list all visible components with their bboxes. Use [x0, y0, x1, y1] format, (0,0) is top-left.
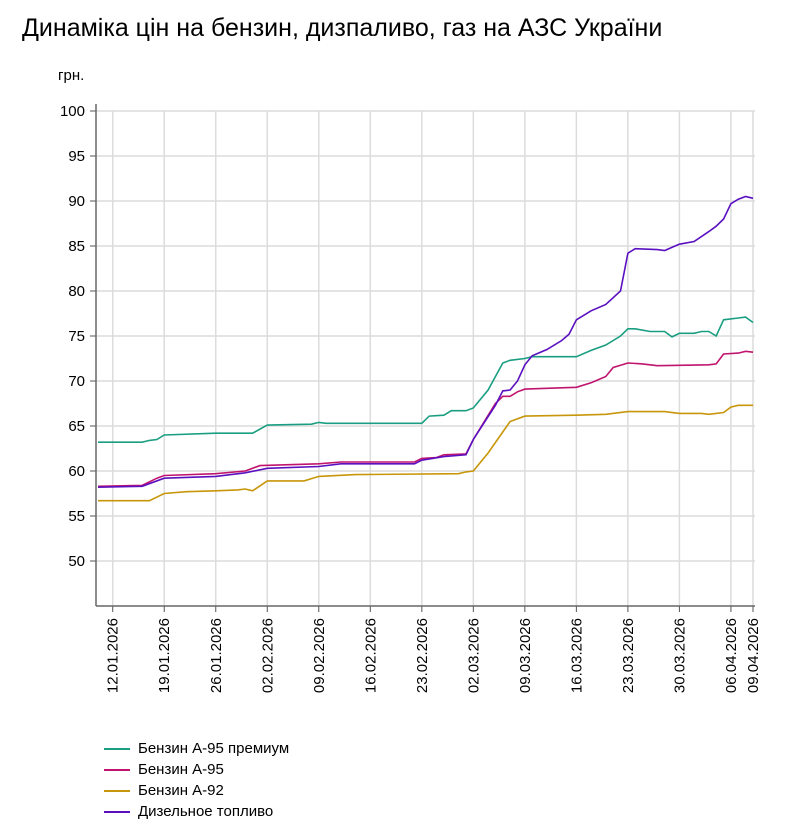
y-tick-label: 85: [68, 238, 85, 255]
legend-swatch: [104, 768, 130, 771]
y-tick-label: 55: [68, 508, 85, 525]
y-tick-label: 80: [68, 283, 85, 300]
legend-item[interactable]: Бензин А-95 премиум: [104, 738, 289, 759]
y-tick-label: 90: [68, 193, 85, 210]
x-tick-label: 23.02.2026: [414, 618, 431, 693]
x-tick-label: 19.01.2026: [156, 618, 173, 693]
legend-item[interactable]: Бензин А-95: [104, 759, 289, 780]
series-line-2: [98, 404, 753, 502]
x-tick-label: 02.03.2026: [465, 618, 482, 693]
series-line-3: [97, 195, 754, 488]
legend: Бензин А-95 премиум Бензин А-95 Бензин А-9…: [104, 738, 289, 822]
y-axis-label: грн.: [58, 67, 84, 84]
x-tick-label: 02.02.2026: [259, 618, 276, 693]
legend-swatch: [104, 810, 130, 813]
legend-label: Бензин А-95: [138, 761, 224, 778]
x-tick-label: 16.03.2026: [568, 618, 585, 693]
legend-swatch: [104, 789, 130, 792]
legend-swatch: [104, 747, 130, 750]
y-tick-label: 75: [68, 328, 85, 345]
x-tick-label: 16.02.2026: [362, 618, 379, 693]
x-tick-label: 26.01.2026: [208, 618, 225, 693]
x-tick-label: 09.04.2026: [745, 618, 762, 693]
y-tick-label: 95: [68, 148, 85, 165]
legend-label: Бензин А-92: [138, 782, 224, 799]
y-tick-label: 100: [60, 103, 85, 120]
series-line-0: [98, 316, 754, 444]
series-line-1: [97, 350, 754, 488]
x-tick-label: 09.02.2026: [311, 618, 328, 693]
legend-item[interactable]: Дизельное топливо: [104, 801, 289, 822]
y-tick-label: 50: [68, 553, 85, 570]
y-tick-label: 65: [68, 418, 85, 435]
x-tick-label: 30.03.2026: [671, 618, 688, 693]
legend-label: Дизельное топливо: [138, 803, 274, 820]
y-tick-label: 60: [68, 463, 85, 480]
legend-item[interactable]: Бензин А-92: [104, 780, 289, 801]
x-tick-label: 23.03.2026: [620, 618, 637, 693]
y-tick-label: 70: [68, 373, 85, 390]
x-tick-label: 12.01.2026: [105, 618, 122, 693]
chart-title: Динаміка цін на бензин, дизпаливо, газ н…: [22, 14, 663, 42]
legend-label: Бензин А-95 премиум: [138, 740, 290, 757]
x-tick-label: 06.04.2026: [723, 618, 740, 693]
x-tick-label: 09.03.2026: [517, 618, 534, 693]
